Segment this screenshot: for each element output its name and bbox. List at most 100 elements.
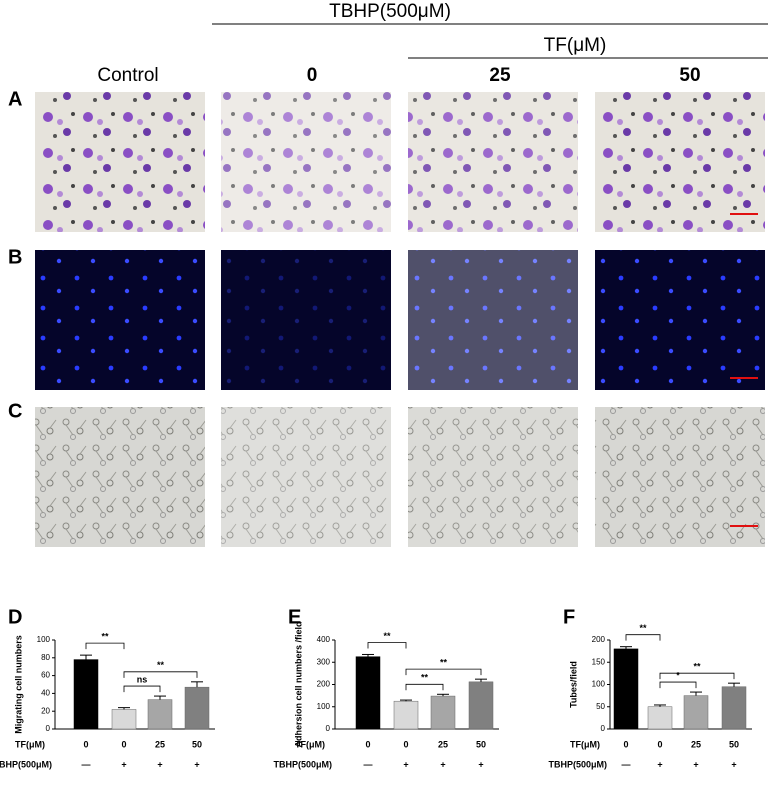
image <box>408 250 578 390</box>
x-tick-label: + <box>657 759 662 769</box>
panel-letter: D <box>8 606 22 628</box>
x-tick-label: + <box>731 759 736 769</box>
y-tick-label: 100 <box>317 702 331 711</box>
y-tick-label: 40 <box>41 689 50 698</box>
x-label: TBHP(500μM) <box>0 759 52 769</box>
image <box>595 250 765 390</box>
column-label: 0 <box>307 65 318 86</box>
significance-bracket <box>625 634 661 641</box>
significance-bracket <box>405 668 482 676</box>
x-tick-label: 0 <box>121 739 126 749</box>
y-tick-label: 20 <box>41 706 50 715</box>
y-axis-label: Tubes/field <box>568 661 578 708</box>
image <box>35 407 205 547</box>
x-tick-label: + <box>194 759 199 769</box>
x-tick-label: + <box>478 759 483 769</box>
x-tick-label: 0 <box>623 739 628 749</box>
y-tick-label: 400 <box>317 635 331 644</box>
row-letter: B <box>8 246 22 268</box>
y-axis-label: Adhersion cell numbers /field <box>293 621 303 747</box>
x-tick-label: + <box>157 759 162 769</box>
bar <box>430 695 456 730</box>
micrographs <box>35 92 765 547</box>
image <box>221 92 391 232</box>
significance-label: ** <box>101 632 109 642</box>
bar <box>73 659 99 730</box>
image <box>595 92 765 232</box>
x-tick-label: + <box>693 759 698 769</box>
x-tick-label: 50 <box>729 739 739 749</box>
subtreatment-label: TF(μM) <box>544 35 607 56</box>
image <box>221 407 391 547</box>
x-label: TF(μM) <box>295 739 325 749</box>
significance-bracket <box>405 683 444 691</box>
significance-label: ** <box>440 658 448 668</box>
x-label: TBHP(500μM) <box>548 759 607 769</box>
significance-label: ** <box>383 631 391 641</box>
x-tick-label: 50 <box>192 739 202 749</box>
bar <box>184 686 210 730</box>
y-axis-label: Migrating cell numbers <box>13 635 23 734</box>
x-tick-label: — <box>364 759 373 769</box>
x-tick-label: 50 <box>476 739 486 749</box>
significance-label: ** <box>421 673 429 683</box>
y-tick-label: 300 <box>317 657 331 666</box>
x-tick-label: 0 <box>403 739 408 749</box>
row-letter: C <box>8 400 22 422</box>
significance-label: ** <box>693 662 701 672</box>
x-label: TF(μM) <box>570 739 600 749</box>
y-tick-label: 80 <box>41 653 50 662</box>
y-tick-label: 0 <box>326 724 331 733</box>
bar <box>147 699 173 730</box>
x-tick-label: 25 <box>438 739 448 749</box>
x-tick-label: 0 <box>83 739 88 749</box>
y-tick-label: 0 <box>601 724 606 733</box>
x-tick-label: — <box>82 759 91 769</box>
x-label: TBHP(500μM) <box>273 759 332 769</box>
bar <box>721 686 747 730</box>
bar <box>683 695 709 730</box>
x-label: TF(μM) <box>15 739 45 749</box>
column-label: 50 <box>679 65 700 86</box>
x-tick-label: 0 <box>657 739 662 749</box>
bar <box>111 709 137 730</box>
y-tick-label: 0 <box>46 724 51 733</box>
significance-bracket <box>123 685 161 693</box>
x-tick-label: 0 <box>365 739 370 749</box>
image <box>408 92 578 232</box>
y-tick-label: 100 <box>37 635 51 644</box>
treatment-label: TBHP(500μM) <box>329 1 451 22</box>
bar <box>647 706 673 730</box>
panel-letter: F <box>563 606 575 628</box>
image <box>595 407 765 547</box>
column-label: Control <box>97 65 158 86</box>
y-tick-label: 60 <box>41 671 50 680</box>
image <box>35 250 205 390</box>
x-tick-label: 25 <box>155 739 165 749</box>
y-tick-label: 100 <box>592 680 606 689</box>
significance-label: ns <box>137 674 148 684</box>
significance-label: * <box>676 670 680 680</box>
bar <box>355 656 381 730</box>
significance-label: ** <box>639 623 647 633</box>
x-tick-label: + <box>121 759 126 769</box>
row-letter: A <box>8 88 22 110</box>
significance-bracket <box>659 672 735 680</box>
bar <box>468 681 494 730</box>
significance-bracket <box>123 671 198 678</box>
significance-bracket <box>659 681 697 689</box>
significance-bracket <box>367 642 407 649</box>
significance-bracket <box>85 642 125 650</box>
y-tick-label: 200 <box>317 680 331 689</box>
image <box>221 250 391 390</box>
image <box>408 407 578 547</box>
bar <box>613 648 639 730</box>
x-tick-label: — <box>622 759 631 769</box>
significance-label: ** <box>157 660 165 670</box>
x-tick-label: + <box>403 759 408 769</box>
y-tick-label: 50 <box>596 702 605 711</box>
bar <box>393 700 419 730</box>
panel-letter: E <box>288 606 301 628</box>
